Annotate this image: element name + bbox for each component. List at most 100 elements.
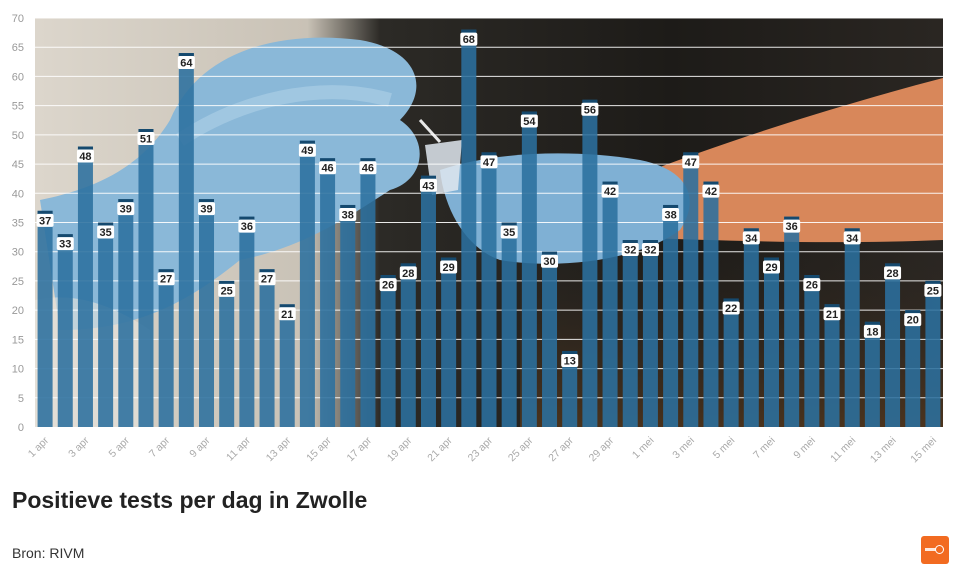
data-label-bg [218, 283, 236, 297]
x-tick-label: 13 mei [868, 435, 899, 466]
data-label: 13 [564, 356, 576, 368]
bar [360, 158, 376, 427]
x-tick-label: 17 apr [345, 434, 375, 464]
data-label: 26 [806, 280, 818, 292]
bar-cap [441, 257, 457, 261]
data-label-bg [803, 278, 821, 292]
bar [622, 240, 638, 427]
x-tick-label: 3 mei [670, 435, 697, 462]
bar [340, 204, 356, 427]
bar-cap [481, 152, 497, 156]
bar-cap [743, 228, 759, 232]
bar-cap [461, 29, 477, 33]
bar [582, 99, 598, 428]
x-tick-label: 29 apr [587, 434, 617, 464]
data-label: 47 [685, 157, 697, 169]
data-label-bg [843, 231, 861, 245]
bar [703, 181, 719, 427]
data-label-bg [359, 161, 377, 175]
data-label-bg [621, 243, 639, 257]
data-label-bg [339, 207, 357, 221]
data-label: 43 [422, 180, 434, 192]
data-label-bg [379, 278, 397, 292]
y-tick-label: 45 [12, 159, 24, 171]
bar-chart: 37 33 48 35 39 51 27 64 39 25 36 27 21 49 46 38 46 26 28 43… [12, 13, 943, 466]
y-tick-label: 20 [12, 305, 24, 317]
x-tick-label: 15 mei [908, 435, 939, 466]
data-label: 25 [927, 285, 939, 297]
logo-mark [925, 548, 936, 551]
x-tick-label: 5 mei [711, 435, 738, 462]
bar-cap [219, 280, 235, 284]
data-label: 21 [281, 309, 293, 321]
bar [743, 228, 759, 427]
data-label: 46 [321, 163, 333, 175]
bar-cap [784, 216, 800, 220]
bar [199, 199, 215, 427]
bar-cap [340, 204, 356, 208]
data-label-bg [97, 225, 115, 239]
x-tick-label: 13 apr [264, 434, 294, 464]
rtv-oost-logo[interactable] [921, 536, 949, 564]
data-label: 29 [443, 262, 455, 274]
bar [602, 181, 618, 427]
bar [420, 175, 436, 427]
data-label-bg [904, 313, 922, 327]
bar [683, 152, 699, 427]
bar-cap [703, 181, 719, 185]
y-tick-label: 50 [12, 130, 24, 142]
bar [905, 310, 921, 427]
data-label-bg [722, 301, 740, 315]
bar-cap [642, 240, 658, 244]
data-label-bg [500, 225, 518, 239]
data-label-bg [601, 184, 619, 198]
bar-cap [239, 216, 255, 220]
data-label: 28 [886, 268, 898, 280]
data-label: 27 [261, 274, 273, 286]
bar-cap [864, 321, 880, 325]
bar [441, 257, 457, 427]
y-tick-label: 30 [12, 247, 24, 259]
y-tick-label: 65 [12, 42, 24, 54]
y-tick-label: 55 [12, 101, 24, 113]
bar-cap [37, 210, 53, 214]
data-label-bg [520, 114, 538, 128]
data-label-bg [863, 324, 881, 338]
data-label: 51 [140, 134, 152, 146]
bar [57, 234, 73, 427]
bar [380, 275, 396, 427]
data-label: 26 [382, 280, 394, 292]
data-label: 46 [362, 163, 374, 175]
data-label: 35 [99, 227, 111, 239]
bar-cap [521, 111, 537, 115]
bar [400, 263, 416, 427]
bar-cap [844, 228, 860, 232]
bar [77, 146, 93, 428]
data-label: 34 [745, 233, 758, 245]
data-label-bg [198, 202, 216, 216]
bar-cap [501, 222, 517, 226]
data-label: 35 [503, 227, 515, 239]
bar [299, 140, 315, 427]
data-label-bg [884, 266, 902, 280]
x-tick-label: 15 apr [304, 434, 334, 464]
bar [138, 129, 154, 427]
bar-cap [57, 234, 73, 238]
chart-title: Positieve tests per dag in Zwolle [12, 487, 368, 513]
bar-cap [542, 251, 558, 255]
data-label-bg [258, 272, 276, 286]
data-label-bg [157, 272, 175, 286]
data-label: 48 [79, 151, 91, 163]
bar-cap [683, 152, 699, 156]
data-label: 29 [765, 262, 777, 274]
y-tick-label: 35 [12, 218, 24, 230]
data-label: 42 [705, 186, 717, 198]
data-label-bg [581, 102, 599, 116]
data-label-bg [561, 354, 579, 368]
x-tick-label: 7 mei [751, 435, 778, 462]
bar [562, 351, 578, 427]
x-tick-label: 9 mei [791, 435, 818, 462]
bar-cap [602, 181, 618, 185]
data-label: 30 [543, 256, 555, 268]
data-label-bg [177, 56, 195, 70]
